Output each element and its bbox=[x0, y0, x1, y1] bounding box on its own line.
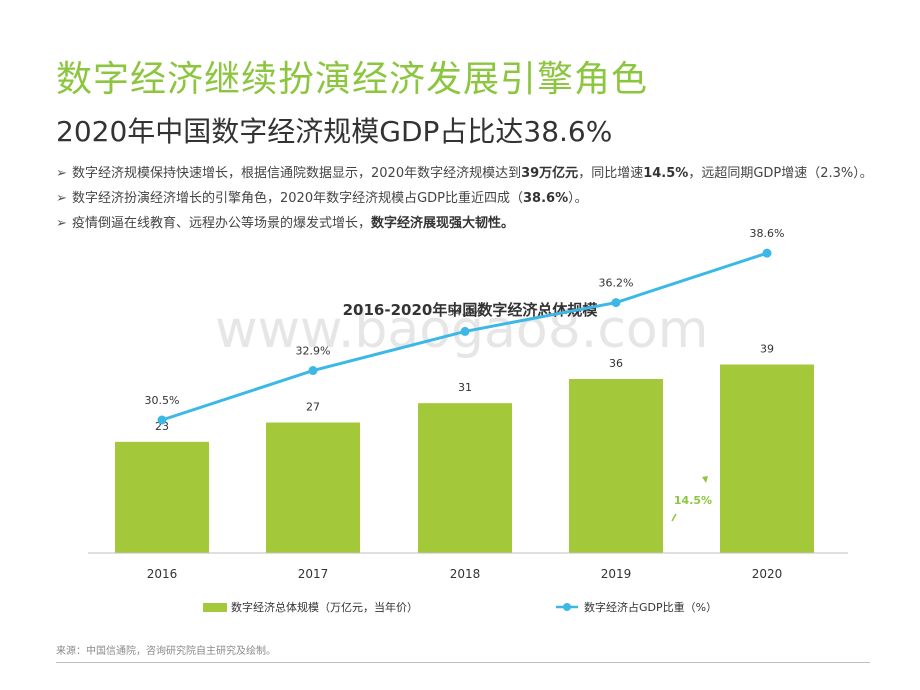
bar-label-2017: 27 bbox=[306, 401, 320, 414]
bullet-list: ➢ 数字经济规模保持快速增长，根据信通院数据显示，2020年数字经济规模达到39… bbox=[56, 163, 896, 238]
bullet-1-text-c: ，远超同期GDP增速（2.3%）。 bbox=[688, 166, 873, 181]
bullet-1: ➢ 数字经济规模保持快速增长，根据信通院数据显示，2020年数字经济规模达到39… bbox=[56, 163, 896, 185]
legend-bar-label: 数字经济总体规模（万亿元，当年价） bbox=[231, 600, 418, 614]
share-label-2017: 32.9% bbox=[296, 345, 331, 358]
bar-label-2016: 23 bbox=[155, 420, 169, 433]
bar-2016 bbox=[115, 441, 209, 553]
growth-annotation: 14.5% bbox=[674, 494, 712, 507]
bullet-3: ➢ 疫情倒逼在线教育、远程办公等场景的爆发式增长，数字经济展现强大韧性。 bbox=[56, 213, 896, 235]
arrow-bullet-icon: ➢ bbox=[56, 216, 67, 231]
bullet-1-highlight-growth: 14.5% bbox=[643, 166, 689, 181]
bar-2019 bbox=[569, 379, 663, 553]
source-note: 来源：中国信通院，咨询研究院自主研究及绘制。 bbox=[56, 646, 276, 657]
legend-line-label: 数字经济占GDP比重（%） bbox=[584, 600, 717, 614]
bar-label-2018: 31 bbox=[458, 381, 472, 394]
page-subtitle: 2020年中国数字经济规模GDP占比达38.6% bbox=[56, 115, 613, 148]
share-point-2016 bbox=[157, 415, 167, 425]
bar-label-2020: 39 bbox=[760, 343, 774, 356]
share-label-2020: 38.6% bbox=[750, 227, 785, 240]
x-tick-label-2020: 2020 bbox=[752, 567, 783, 581]
bar-2020 bbox=[720, 364, 814, 553]
bullet-1-text-b: ，同比增速 bbox=[578, 166, 644, 181]
share-point-2018 bbox=[460, 326, 470, 336]
share-label-2018: 34.8% bbox=[448, 305, 483, 318]
arrow-bullet-icon: ➢ bbox=[56, 191, 67, 206]
bullet-2-text-b: ）。 bbox=[568, 191, 588, 206]
bullet-1-text-a: 数字经济规模保持快速增长，根据信通院数据显示，2020年数字经济规模达到 bbox=[72, 166, 522, 181]
x-tick-label-2017: 2017 bbox=[298, 567, 329, 581]
bullet-3-text-a: 疫情倒逼在线教育、远程办公等场景的爆发式增长， bbox=[72, 216, 372, 231]
bullet-1-highlight-size: 39万亿元 bbox=[521, 166, 579, 181]
bullet-3-highlight-resilience: 数字经济展现强大韧性。 bbox=[371, 216, 515, 231]
legend-line-marker bbox=[563, 603, 571, 611]
arrow-bullet-icon: ➢ bbox=[56, 166, 67, 181]
share-point-2020 bbox=[762, 248, 772, 258]
growth-arrow-icon bbox=[702, 476, 708, 483]
bottom-divider bbox=[56, 662, 870, 663]
share-label-2019: 36.2% bbox=[599, 277, 634, 290]
bar-label-2019: 36 bbox=[609, 357, 623, 370]
bar-2017 bbox=[266, 422, 360, 553]
x-tick-label-2018: 2018 bbox=[450, 567, 481, 581]
bullet-2-text-a: 数字经济扮演经济增长的引擎角色，2020年数字经济规模占GDP比重近四成（ bbox=[72, 191, 524, 206]
bar-2018 bbox=[418, 403, 512, 553]
x-tick-label-2016: 2016 bbox=[147, 567, 178, 581]
chart-title: 2016-2020年中国数字经济总体规模 bbox=[343, 301, 599, 319]
x-tick-label-2019: 2019 bbox=[601, 567, 632, 581]
share-point-2019 bbox=[611, 298, 621, 308]
share-label-2016: 30.5% bbox=[145, 394, 180, 407]
page-title: 数字经济继续扮演经济发展引擎角色 bbox=[56, 59, 649, 100]
legend-bar-swatch bbox=[203, 603, 227, 612]
bullet-2: ➢ 数字经济扮演经济增长的引擎角色，2020年数字经济规模占GDP比重近四成（3… bbox=[56, 188, 896, 210]
share-point-2017 bbox=[308, 366, 318, 376]
growth-arrow-tail bbox=[671, 513, 677, 522]
share-line bbox=[161, 251, 768, 422]
bullet-2-highlight-share: 38.6% bbox=[523, 191, 569, 206]
